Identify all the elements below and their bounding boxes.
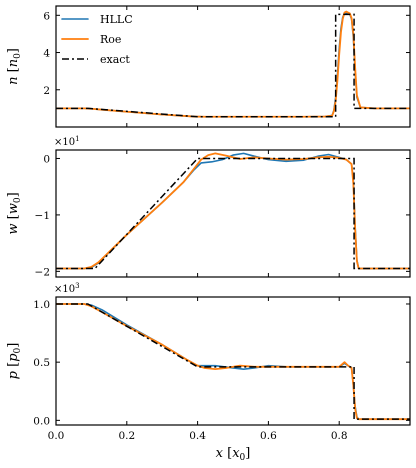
density-ytick-label: 4	[43, 48, 50, 60]
pressure-ylabel-symbol: p	[6, 370, 21, 379]
velocity-scale-exponent: 1	[75, 135, 79, 143]
pressure-xtick-label: 0.6	[260, 430, 277, 442]
density-axes-frame	[55, 5, 411, 128]
velocity-scale-base: ×10	[54, 137, 75, 148]
pressure-ylabel-unit-subscript: 0	[13, 347, 23, 353]
pressure-xlabel-open-bracket: [	[223, 446, 232, 461]
velocity-ylabel-open-bracket: [	[6, 214, 21, 223]
pressure-series-exact	[56, 303, 410, 420]
density-ylabel-open-bracket: [	[6, 67, 21, 76]
velocity-series-exact	[56, 157, 410, 270]
pressure-xtick-label: 0.2	[118, 430, 135, 442]
pressure-ytick-label: 0.5	[33, 357, 50, 369]
density-ylabel-unit: n	[6, 59, 21, 67]
legend-label-exact: exact	[100, 53, 130, 66]
pressure-ytick-label: 0.0	[33, 415, 50, 427]
legend: HLLC Roe exact	[61, 13, 133, 66]
velocity-ytick-label: −2	[35, 266, 50, 278]
density-ylabel-unit-subscript: 0	[13, 53, 23, 59]
pressure-xlabel: x [x0]	[216, 446, 251, 463]
pressure-scale-label: ×103	[54, 282, 80, 295]
velocity-axes-frame	[55, 149, 411, 278]
pressure-ylabel-unit: p	[6, 353, 21, 362]
velocity-ytick-label: 0	[43, 153, 50, 165]
density-ylabel-close-bracket: ]	[6, 48, 21, 53]
legend-label-roe: Roe	[100, 33, 121, 46]
pressure-ylabel-open-bracket: [	[6, 362, 21, 371]
density-ylabel-symbol: n	[6, 77, 21, 85]
pressure-xtick-label: 0.0	[48, 430, 65, 442]
pressure-scale-exponent: 3	[75, 282, 79, 290]
velocity-ylabel-symbol: w	[6, 224, 21, 235]
pressure-ylabel: p [p0]	[6, 343, 23, 380]
pressure-scale-base: ×10	[54, 284, 75, 295]
pressure-xtick-label: 0.8	[331, 430, 348, 442]
pressure-ylabel-close-bracket: ]	[6, 343, 21, 348]
pressure-ytick-label: 1.0	[33, 299, 50, 311]
pressure-xlabel-unit-subscript: 0	[240, 453, 246, 463]
velocity-scale-label: ×101	[54, 135, 80, 148]
velocity-ylabel-close-bracket: ]	[6, 192, 21, 197]
density-ytick-label: 6	[43, 10, 50, 22]
pressure-axes-frame	[55, 296, 411, 426]
pressure-xtick-label: 0.4	[189, 430, 206, 442]
pressure-xlabel-symbol: x	[216, 446, 224, 461]
density-ytick-label: 2	[43, 85, 50, 97]
pressure-xlabel-close-bracket: ]	[245, 446, 250, 461]
velocity-ylabel-unit-subscript: 0	[13, 197, 23, 203]
pressure-xlabel-unit: x	[232, 446, 240, 461]
velocity-ylabel: w [w0]	[6, 192, 23, 234]
legend-label-hllc: HLLC	[100, 13, 133, 26]
velocity-ytick-label: −1	[35, 210, 50, 222]
velocity-ylabel-unit: w	[6, 203, 21, 214]
density-ylabel: n [n0]	[6, 48, 23, 85]
density-series-exact	[56, 13, 410, 118]
